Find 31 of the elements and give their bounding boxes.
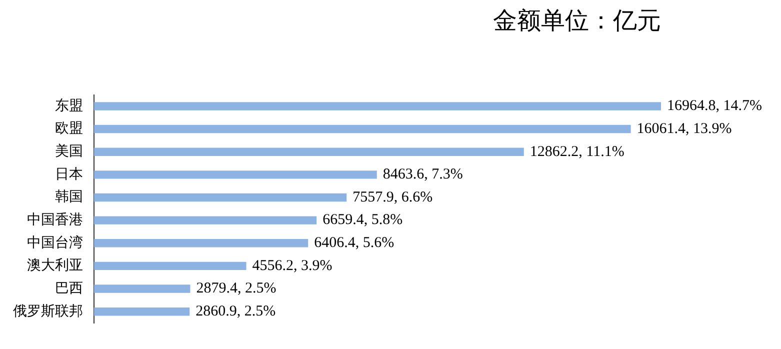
y-tick-label: 中国台湾 — [27, 234, 83, 251]
bar — [94, 216, 317, 224]
bar — [94, 239, 308, 248]
bar — [94, 193, 347, 202]
y-tick-label: 东盟 — [55, 98, 83, 114]
data-label: 6659.4, 5.8% — [322, 212, 403, 228]
data-label: 2860.9, 2.5% — [196, 304, 276, 320]
data-label: 16964.8, 14.7% — [667, 98, 762, 114]
data-label: 4556.2, 3.9% — [252, 258, 332, 274]
y-tick-label: 澳大利亚 — [27, 258, 83, 274]
bar — [94, 262, 246, 270]
y-tick-label: 俄罗斯联邦 — [13, 303, 83, 320]
chart-title: 金额单位：亿元 — [493, 8, 661, 35]
data-label: 6406.4, 5.6% — [314, 235, 394, 252]
data-label: 12862.2, 11.1% — [530, 144, 624, 160]
data-label: 2879.4, 2.5% — [196, 280, 276, 297]
y-tick-label: 巴西 — [55, 281, 83, 296]
y-tick-label: 欧盟 — [55, 120, 83, 137]
bar — [94, 124, 631, 134]
data-label: 7557.9, 6.6% — [352, 189, 433, 206]
bar — [94, 170, 377, 179]
y-tick-label: 中国香港 — [27, 212, 83, 228]
y-tick-label: 日本 — [55, 166, 83, 182]
data-label: 16061.4, 13.9% — [636, 120, 732, 137]
bar — [94, 284, 190, 293]
y-tick-label: 美国 — [55, 144, 83, 160]
bar — [94, 148, 524, 156]
data-label: 8463.6, 7.3% — [382, 166, 463, 183]
bar — [94, 102, 661, 110]
bar — [94, 307, 190, 316]
y-tick-label: 韩国 — [55, 189, 83, 206]
